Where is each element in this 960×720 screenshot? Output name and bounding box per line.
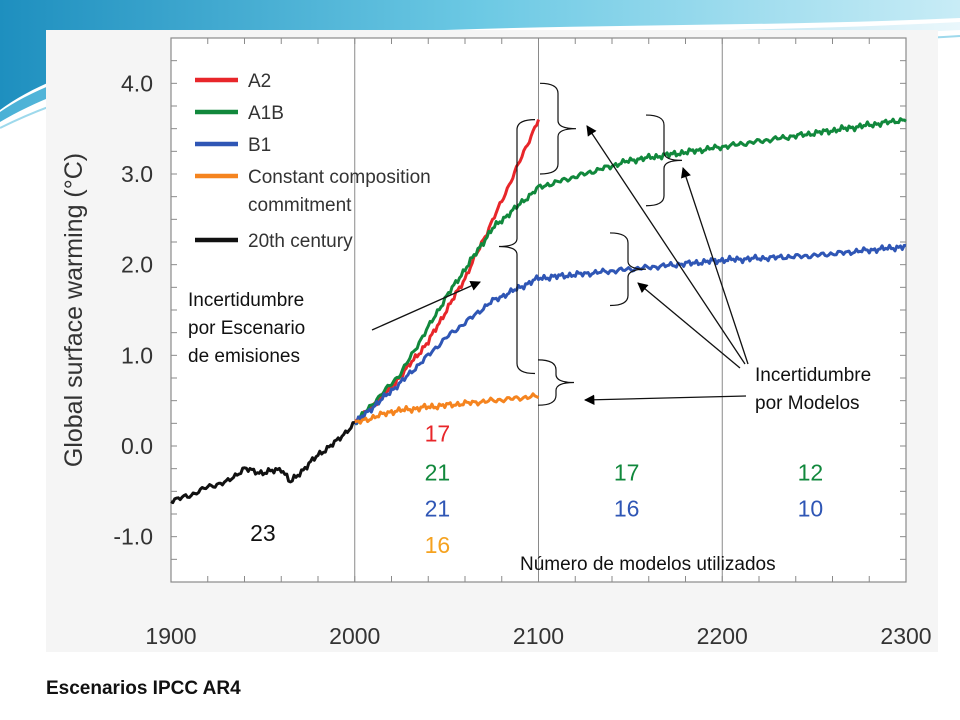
series-line (354, 392, 540, 425)
legend-label: 20th century (248, 231, 353, 252)
scenario-brace (498, 119, 536, 375)
legend-label: Constant composition (248, 167, 431, 188)
model-brace-a2 (539, 82, 577, 175)
model-arrow-commitment (583, 394, 747, 405)
model-arrow-a1b (681, 167, 749, 365)
model-count-label: 16 (614, 496, 640, 522)
x-tick-label: 2300 (880, 623, 931, 649)
model-arrow-a2 (586, 125, 746, 365)
y-tick-label: -1.0 (113, 524, 153, 550)
x-tick-label: 2000 (329, 623, 380, 649)
scenario-arrow (371, 281, 481, 331)
annotations: Incertidumbre por Escenario de emisiones In… (188, 82, 871, 575)
y-tick-label: 3.0 (121, 161, 153, 187)
model-count-label: 10 (798, 496, 824, 522)
x-tick-label: 2100 (513, 623, 564, 649)
legend-label: A1B (248, 103, 284, 124)
y-tick-label: 1.0 (121, 342, 153, 368)
model-count-caption: Número de modelos utilizados (520, 554, 776, 575)
x-tick-label: 1900 (145, 623, 196, 649)
legend: A2 A1B B1 Constant composition commitment 20t… (195, 71, 431, 252)
model-count-label: 21 (425, 496, 451, 522)
model-count-label: 23 (250, 520, 276, 546)
legend-label: B1 (248, 135, 271, 156)
series-line (353, 117, 907, 426)
model-count-label: 17 (425, 420, 451, 446)
legend-label: commitment (248, 195, 352, 216)
scenario-uncertainty-label: de emisiones (188, 346, 300, 367)
model-brace-commitment (537, 359, 575, 406)
y-axis-label: Global surface warming (°C) (60, 153, 88, 467)
model-count-label: 16 (425, 532, 451, 558)
model-uncertainty-label: Incertidumbre (755, 365, 871, 386)
x-tick-label: 2200 (697, 623, 748, 649)
scenario-uncertainty-label: por Escenario (188, 318, 305, 339)
model-uncertainty-label: por Modelos (755, 393, 860, 414)
series-line (354, 243, 907, 426)
warming-chart: 1900 2000 2100 2200 2300 4.0 3.0 2.0 1.0 0.0 -1.0 G… (60, 37, 932, 649)
model-count-label: 17 (614, 459, 640, 485)
model-brace-a1b (645, 114, 683, 207)
model-count-label: 12 (798, 459, 824, 485)
series-line (170, 421, 355, 505)
model-arrow-b1 (637, 282, 741, 369)
y-tick-label: 0.0 (121, 433, 153, 459)
model-brace-b1 (609, 232, 647, 307)
y-tick-label: 2.0 (121, 252, 153, 278)
legend-label: A2 (248, 71, 271, 92)
scenario-uncertainty-label: Incertidumbre (188, 290, 304, 311)
model-count-label: 21 (425, 459, 451, 485)
slide-caption: Escenarios IPCC AR4 (46, 678, 241, 699)
y-tick-label: 4.0 (121, 70, 153, 96)
